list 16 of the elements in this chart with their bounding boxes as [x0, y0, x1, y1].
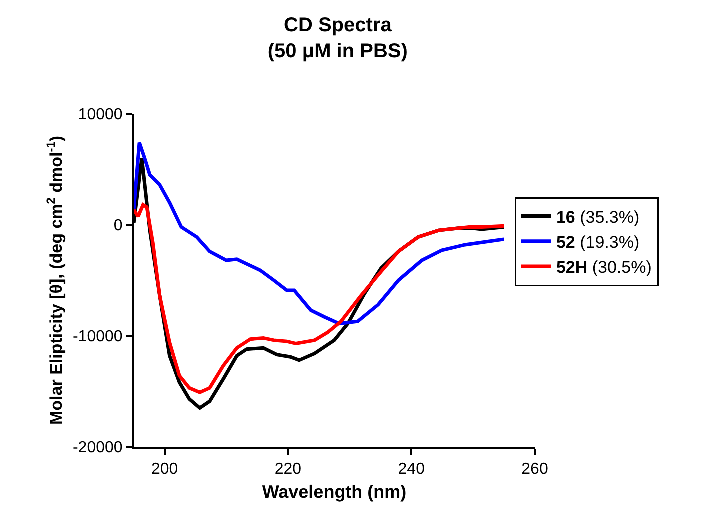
- y-tick-label: 10000: [78, 106, 123, 124]
- x-tick-label: 240: [398, 461, 426, 478]
- x-tick-label: 200: [152, 461, 178, 478]
- x-axis-title: Wavelength (nm): [262, 482, 407, 502]
- y-tick-label: -10000: [72, 328, 123, 346]
- chart-title: CD Spectra: [284, 14, 393, 36]
- legend-label: 16 (35.3%): [556, 208, 640, 227]
- legend-label: 52 (19.3%): [556, 233, 640, 252]
- x-tick-label: 220: [274, 461, 302, 478]
- y-tick-label: 0: [114, 218, 123, 235]
- x-tick-label: 260: [522, 461, 548, 478]
- line-series: [134, 141, 506, 326]
- line-series: [134, 203, 506, 394]
- y-tick-label: -20000: [72, 440, 123, 457]
- chart-subtitle: (50 μM in PBS): [268, 40, 408, 62]
- legend-label: 52H (30.5%): [556, 258, 652, 278]
